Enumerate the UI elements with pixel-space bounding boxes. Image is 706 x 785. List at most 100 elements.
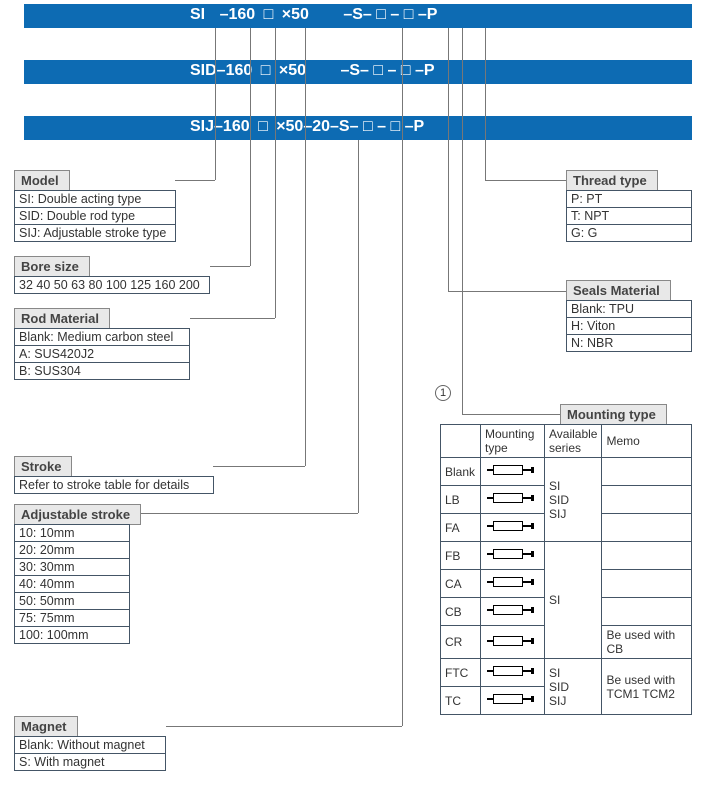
cell-icon	[481, 570, 545, 598]
code-bar-sij: SIJ–160 □ ×50–20–S– □ – □ –P	[24, 116, 692, 140]
row: Blank: TPU	[567, 301, 691, 318]
cell: SI	[545, 542, 602, 659]
leader	[358, 140, 359, 513]
cell: FTC	[441, 659, 481, 687]
row: T: NPT	[567, 208, 691, 225]
cyl-icon	[485, 600, 535, 620]
seg: □	[264, 6, 274, 24]
seg: □	[363, 118, 373, 136]
cell: CR	[441, 626, 481, 659]
row: 10: 10mm	[15, 525, 129, 542]
leader-h	[130, 513, 358, 514]
cell-icon	[481, 486, 545, 514]
note-circle: 1	[435, 385, 451, 401]
th: Mounting type	[481, 425, 545, 458]
row: SI: Double acting type	[15, 191, 175, 208]
leader-h	[462, 414, 562, 415]
leader	[215, 28, 216, 180]
row: 75: 75mm	[15, 610, 129, 627]
leader-h	[485, 180, 567, 181]
cell: SI SID SIJ	[545, 659, 602, 715]
seg: □	[376, 6, 386, 24]
row: 20: 20mm	[15, 542, 129, 559]
cell: Blank	[441, 458, 481, 486]
cyl-icon	[485, 661, 535, 681]
box-seals: Blank: TPU H: Viton N: NBR	[566, 300, 692, 352]
row: N: NBR	[567, 335, 691, 351]
seg: SI	[190, 6, 205, 24]
seg: –S–	[340, 62, 368, 80]
box-rodmat: Blank: Medium carbon steel A: SUS420J2 B…	[14, 328, 190, 380]
seg: –P	[415, 62, 435, 80]
cell: FA	[441, 514, 481, 542]
seg: –	[387, 62, 396, 80]
cell: CB	[441, 598, 481, 626]
row: Refer to stroke table for details	[15, 477, 213, 493]
cyl-icon	[485, 544, 535, 564]
seg: –160	[220, 6, 256, 24]
cell-icon	[481, 514, 545, 542]
seg: ×50–20–S–	[276, 118, 358, 136]
cell-icon	[481, 542, 545, 570]
row: SIJ: Adjustable stroke type	[15, 225, 175, 241]
page-root: SI –160 □ ×50 –S– □ – □ –P SID–160 □ ×50…	[0, 0, 706, 785]
box-thread: P: PT T: NPT G: G	[566, 190, 692, 242]
cell-icon	[481, 458, 545, 486]
row: 30: 30mm	[15, 559, 129, 576]
seg: □	[373, 62, 383, 80]
cell-icon	[481, 598, 545, 626]
seg: ×50	[282, 6, 309, 24]
row: 100: 100mm	[15, 627, 129, 643]
th: Memo	[602, 425, 692, 458]
label-thread: Thread type	[566, 170, 658, 191]
cell: TC	[441, 687, 481, 715]
cyl-icon	[485, 572, 535, 592]
row: Blank: Medium carbon steel	[15, 329, 189, 346]
seg: –	[390, 6, 399, 24]
row: 32 40 50 63 80 100 125 160 200	[15, 277, 209, 293]
leader	[485, 28, 486, 180]
cell: SI SID SIJ	[545, 458, 602, 542]
label-seals: Seals Material	[566, 280, 671, 301]
leader-h	[175, 180, 215, 181]
row: H: Viton	[567, 318, 691, 335]
box-bore: 32 40 50 63 80 100 125 160 200	[14, 276, 210, 294]
label-adjstroke: Adjustable stroke	[14, 504, 141, 525]
seg: □	[261, 62, 271, 80]
cell: FB	[441, 542, 481, 570]
cyl-icon	[485, 488, 535, 508]
th: Available series	[545, 425, 602, 458]
cyl-icon	[485, 460, 535, 480]
leader-h	[190, 318, 275, 319]
leader-h	[210, 266, 250, 267]
cyl-icon	[485, 631, 535, 651]
label-rodmat: Rod Material	[14, 308, 110, 329]
row: G: G	[567, 225, 691, 241]
row: B: SUS304	[15, 363, 189, 379]
box-model: SI: Double acting type SID: Double rod t…	[14, 190, 176, 242]
row: Blank: Without magnet	[15, 737, 165, 754]
label-mount: Mounting type	[560, 404, 667, 425]
cell-icon	[481, 659, 545, 687]
cell-icon	[481, 687, 545, 715]
label-magnet: Magnet	[14, 716, 78, 737]
cyl-icon	[485, 689, 535, 709]
row: 40: 40mm	[15, 576, 129, 593]
row: 50: 50mm	[15, 593, 129, 610]
seg: –	[377, 118, 386, 136]
label-model: Model	[14, 170, 70, 191]
leader-h	[213, 466, 305, 467]
cell-icon	[481, 626, 545, 659]
row: SID: Double rod type	[15, 208, 175, 225]
cell: Be used with CB	[602, 626, 692, 659]
box-stroke: Refer to stroke table for details	[14, 476, 214, 494]
cell: Be used with TCM1 TCM2	[602, 659, 692, 715]
leader	[448, 28, 449, 291]
cyl-icon	[485, 516, 535, 536]
box-magnet: Blank: Without magnet S: With magnet	[14, 736, 166, 771]
row: A: SUS420J2	[15, 346, 189, 363]
seg: SIJ–160	[190, 118, 250, 136]
box-adjstroke: 10: 10mm 20: 20mm 30: 30mm 40: 40mm 50: …	[14, 524, 130, 644]
seg: □	[258, 118, 268, 136]
mounting-table: Mounting type Available series Memo Blan…	[440, 424, 692, 715]
